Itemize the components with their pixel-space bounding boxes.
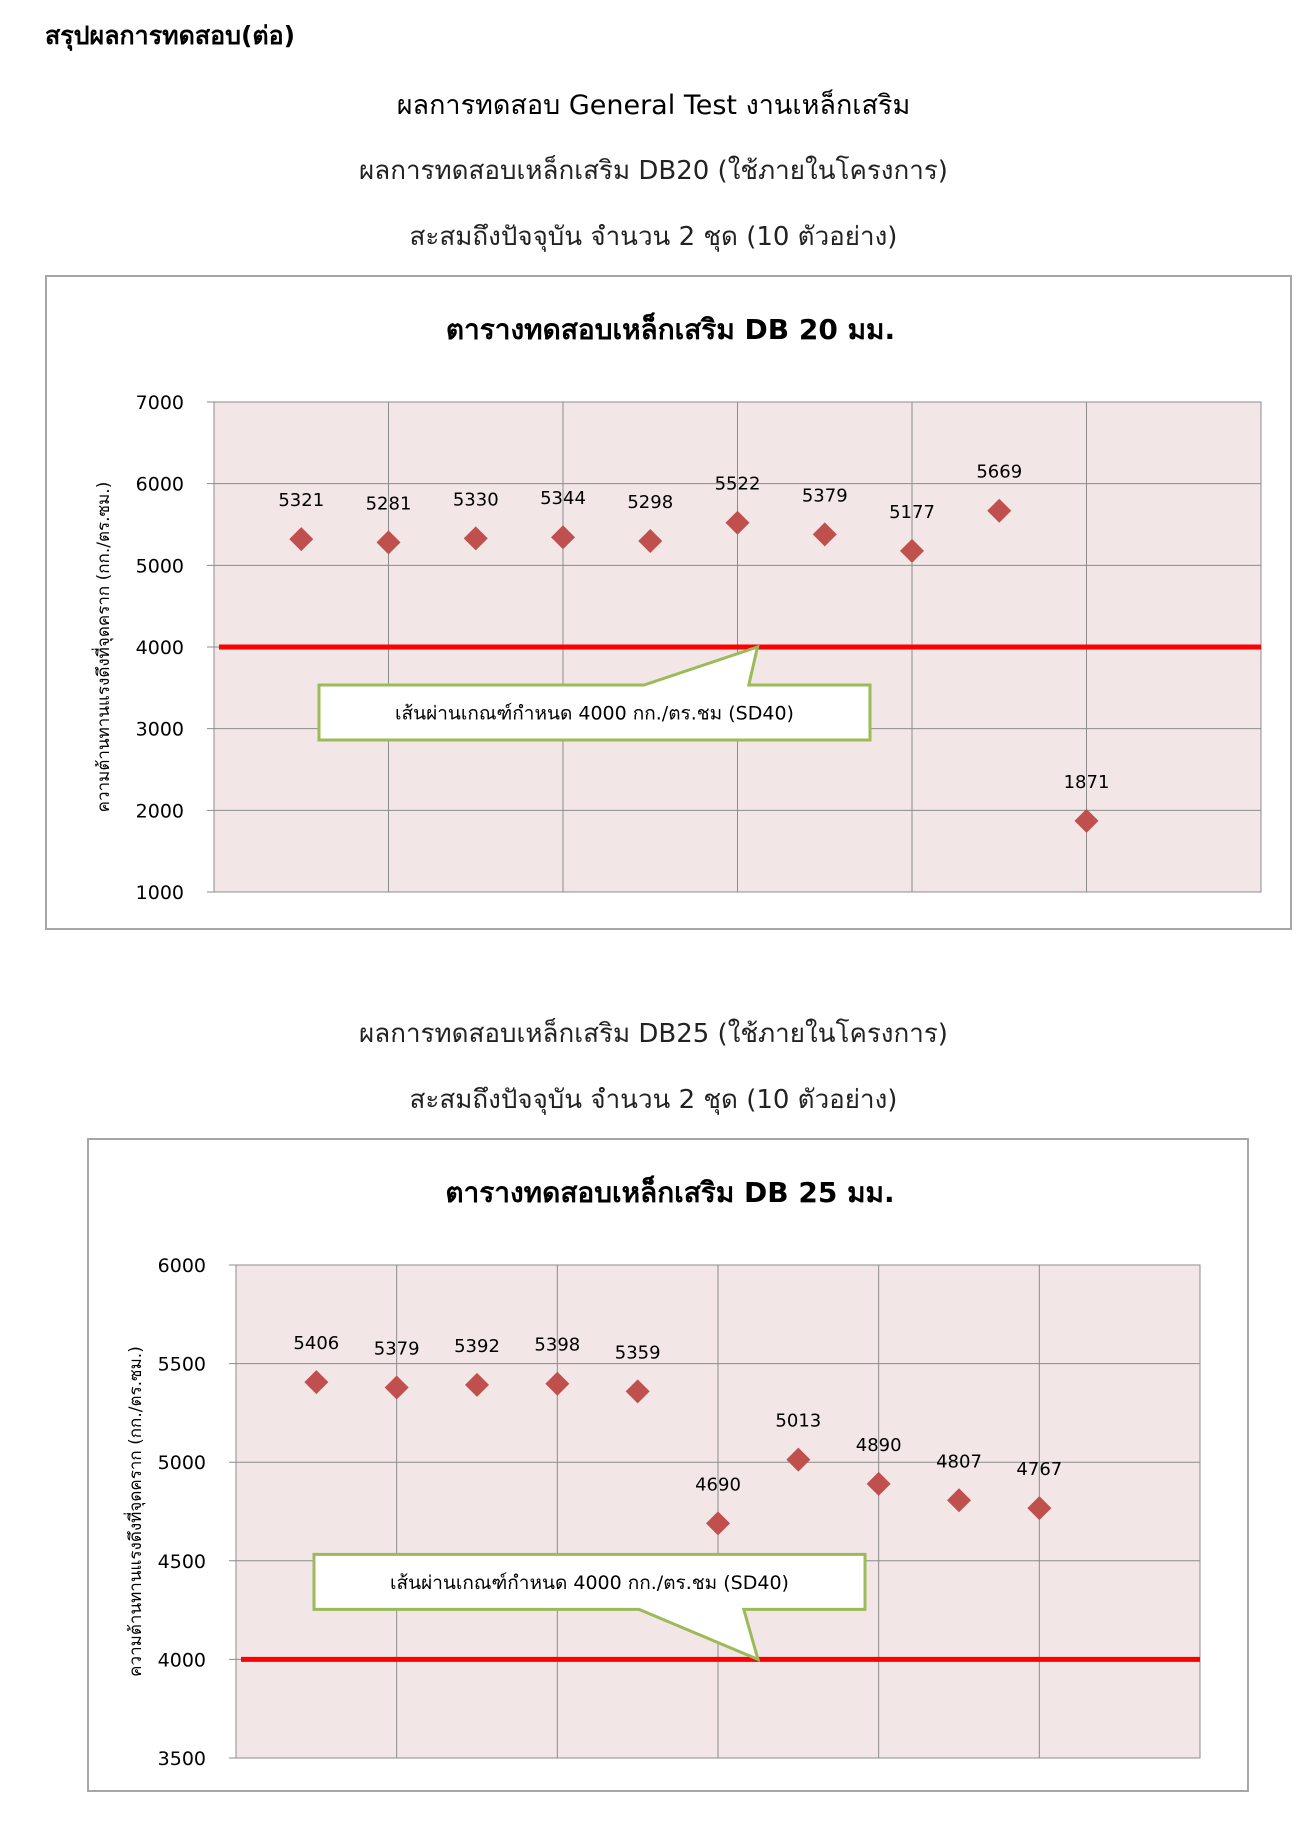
- data-point: [545, 1371, 570, 1396]
- data-point: [384, 1375, 409, 1400]
- section2-line2: สะสมถึงปัจจุบัน จำนวน 2 ชุด (10 ตัวอย่าง…: [409, 1085, 898, 1115]
- y-axis-label: ความต้านทานแรงดึงที่จุดคราก (กก./ตร.ซม.): [123, 1346, 146, 1677]
- y-tick-label: 1000: [136, 882, 184, 904]
- data-label: 1871: [1064, 772, 1110, 793]
- data-label: 5013: [775, 1411, 821, 1432]
- y-tick-label: 6000: [136, 474, 184, 496]
- y-tick-label: 4000: [136, 637, 184, 659]
- data-point: [1027, 1496, 1052, 1521]
- chart-db20: ตารางทดสอบเหล็กเสริม DB 20 มม. 1000 2000 30…: [45, 275, 1292, 930]
- data-label: 5321: [278, 490, 324, 511]
- data-label: 5406: [293, 1333, 339, 1354]
- y-tick-label: 5500: [158, 1354, 206, 1376]
- data-label: 5379: [374, 1338, 420, 1359]
- data-label: 4690: [695, 1474, 741, 1495]
- data-point: [947, 1488, 971, 1513]
- data-label: 4767: [1016, 1459, 1062, 1480]
- y-axis-label: ความต้านทานแรงดึงที่จุดคราก (กก./ตร.ซม.): [91, 482, 114, 813]
- data-label: 5379: [802, 485, 848, 506]
- data-point: [866, 1471, 891, 1496]
- data-point: [625, 1379, 650, 1404]
- data-point: [551, 525, 575, 550]
- data-point: [725, 510, 750, 535]
- data-label: 5359: [615, 1342, 661, 1363]
- y-tick-label: 3000: [136, 719, 184, 741]
- y-tick-label: 6000: [158, 1255, 206, 1277]
- chart-title: ตารางทดสอบเหล็กเสริม DB 25 มม.: [445, 1175, 894, 1209]
- data-point: [463, 526, 488, 551]
- section2-line1: ผลการทดสอบเหล็กเสริม DB25 (ใช้ภายในโครงก…: [359, 1019, 948, 1049]
- data-point: [638, 528, 663, 553]
- data-point: [465, 1372, 489, 1397]
- section1-line1: ผลการทดสอบเหล็กเสริม DB20 (ใช้ภายในโครงก…: [359, 156, 948, 186]
- y-tick-label: 4500: [158, 1551, 206, 1573]
- y-tick-label: 2000: [136, 800, 184, 822]
- y-tick-label: 7000: [136, 392, 184, 414]
- data-point: [304, 1370, 329, 1395]
- data-point: [289, 527, 314, 552]
- data-label: 5669: [976, 462, 1022, 483]
- main-title: ผลการทดสอบ General Test งานเหล็กเสริม: [396, 90, 911, 121]
- data-point: [1074, 808, 1099, 833]
- chart-title: ตารางทดสอบเหล็กเสริม DB 20 มม.: [446, 312, 895, 346]
- data-point: [900, 538, 924, 563]
- y-tick-label: 3500: [158, 1748, 206, 1770]
- data-point: [812, 522, 837, 547]
- data-label: 5298: [627, 492, 673, 513]
- data-label: 5344: [540, 488, 586, 509]
- data-label: 5330: [453, 489, 499, 510]
- threshold-callout-label: เส้นผ่านเกณฑ์กำหนด 4000 กก./ตร.ชม (SD40): [395, 703, 794, 725]
- chart-db25-svg: ตารางทดสอบเหล็กเสริม DB 25 มม. 3500 4000 45…: [123, 1175, 1201, 1770]
- threshold-callout-label: เส้นผ่านเกณฑ์กำหนด 4000 กก./ตร.ชม (SD40): [390, 1572, 789, 1594]
- threshold-callout: [317, 644, 872, 742]
- data-point: [376, 530, 401, 555]
- threshold-callout: [312, 1552, 867, 1662]
- data-point: [706, 1511, 730, 1536]
- page-header: สรุปผลการทดสอบ(ต่อ): [45, 21, 296, 50]
- data-label: 4890: [856, 1435, 902, 1456]
- data-label: 5281: [366, 493, 412, 514]
- data-label: 5177: [889, 502, 935, 523]
- chart-db20-svg: ตารางทดสอบเหล็กเสริม DB 20 มม. 1000 2000 30…: [91, 312, 1262, 904]
- data-label: 4807: [936, 1451, 982, 1472]
- data-point: [786, 1447, 811, 1472]
- data-label: 5392: [454, 1336, 500, 1357]
- y-tick-label: 4000: [158, 1649, 206, 1671]
- data-label: 5522: [715, 474, 761, 495]
- chart-db25: ตารางทดสอบเหล็กเสริม DB 25 มม. 3500 4000 45…: [87, 1138, 1249, 1792]
- data-point: [987, 498, 1012, 523]
- data-label: 5398: [534, 1335, 580, 1356]
- y-tick-label: 5000: [158, 1452, 206, 1474]
- section1-line2: สะสมถึงปัจจุบัน จำนวน 2 ชุด (10 ตัวอย่าง…: [409, 222, 898, 252]
- y-tick-label: 5000: [136, 555, 184, 577]
